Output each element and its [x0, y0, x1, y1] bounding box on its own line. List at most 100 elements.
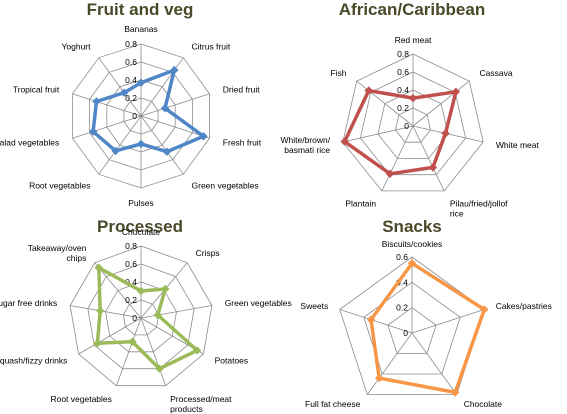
- data-point-cakes-pastries: [480, 305, 489, 314]
- axis-label-pulses: Pulses: [128, 198, 154, 208]
- data-point-sweets: [366, 315, 376, 324]
- tick-label: 0.4: [125, 75, 137, 85]
- tick-label: 0.2: [396, 303, 408, 313]
- axis-label-white-brown-basmati-rice: White/brown/basmati rice: [280, 135, 330, 155]
- chart-title: African/Caribbean: [339, 0, 485, 19]
- axis-label-line: Crisps: [196, 248, 220, 258]
- data-point-potatoes: [192, 346, 202, 355]
- axis-spoke: [140, 115, 184, 175]
- axis-label-citrus-fruit: Citrus fruit: [192, 41, 231, 51]
- tick-label: 0.8: [125, 241, 137, 251]
- axis-label-line: Chocolate: [464, 399, 503, 409]
- tick-label: 0.8: [125, 39, 137, 49]
- axis-label-line: Squash/fizzy drinks: [0, 356, 67, 366]
- axis-label-crisps: Crisps: [196, 248, 220, 258]
- data-point-dried-fruit: [160, 104, 170, 113]
- axis-spoke: [140, 93, 210, 117]
- tick-label: 0.8: [397, 49, 409, 59]
- grid-ring: [387, 307, 437, 354]
- grid-ring: [342, 53, 484, 192]
- axis-spoke: [381, 125, 414, 192]
- axis-label-root-vegetables: Root vegetables: [29, 181, 90, 191]
- data-point-white-meat: [441, 129, 450, 138]
- grid-ring: [395, 107, 431, 143]
- axis-label-yoghurt: Yoghurt: [62, 41, 92, 51]
- axis-label-line: Chocolate: [122, 227, 161, 237]
- axis-label-line: Yoghurt: [62, 41, 92, 51]
- axis-spoke: [411, 332, 458, 395]
- data-point-chocolate: [451, 388, 460, 397]
- axis-label-line: Cassava: [480, 68, 513, 78]
- axis-label-fish: Fish: [330, 68, 346, 78]
- tick-label: 0.6: [125, 259, 137, 269]
- axis-label-line: Dried fruit: [223, 84, 260, 94]
- tick-label: 0.6: [396, 252, 408, 262]
- data-series-line: [369, 261, 487, 395]
- tick-label: 0.4: [125, 277, 137, 287]
- data-point-white-brown-basmati-rice: [340, 137, 349, 146]
- data-point-biscuits-cookies: [407, 259, 417, 268]
- data-point-fish: [364, 86, 373, 95]
- axis-spoke: [98, 115, 142, 175]
- data-point-processed-meat-products: [155, 364, 164, 373]
- axis-spoke: [412, 80, 470, 127]
- axis-label-line: basmati rice: [284, 145, 330, 155]
- grid-ring: [377, 89, 449, 159]
- axis-label-line: White/brown/: [280, 135, 330, 145]
- data-point-red-meat: [408, 93, 418, 103]
- axis-label-squash-fizzy-drinks: Squash/fizzy drinks: [0, 356, 67, 366]
- axis-label-line: Red meat: [395, 35, 432, 45]
- axis-label-line: Sugar free drinks: [0, 298, 57, 308]
- axis-spoke: [72, 115, 142, 139]
- axis-label-takeaway-oven-chips: Takeaway/oven chips: [28, 243, 87, 263]
- grid-ring: [87, 263, 195, 370]
- data-point-pulses: [136, 139, 146, 149]
- data-point-full-fat-cheese: [375, 373, 384, 383]
- tick-label: 0.2: [125, 93, 137, 103]
- axis-label-line: products: [170, 404, 203, 414]
- chart-title: Processed: [97, 217, 183, 236]
- axis-label-line: Root vegetables: [29, 181, 90, 191]
- axis-label-line: Tropical fruit: [13, 84, 60, 94]
- axis-label-full-fat-cheese: Full fat cheese: [305, 399, 361, 409]
- data-point-tropical-fruit: [92, 97, 101, 106]
- axis-label-sugar-free-drinks: Sugar free drinks: [0, 298, 57, 308]
- chart-title: Fruit and veg: [87, 0, 194, 19]
- axis-label-chocolate: Chocolate: [122, 227, 161, 237]
- data-point-salad-vegetables: [88, 127, 98, 136]
- axis-spoke: [342, 125, 414, 143]
- axis-spoke: [412, 125, 445, 192]
- grid-ring: [363, 281, 461, 375]
- data-series-line: [95, 265, 199, 371]
- data-point-yoghurt: [119, 88, 129, 97]
- tick-label: 0.6: [125, 57, 137, 67]
- tick-label: 0.2: [397, 103, 409, 113]
- axis-label-line: Full fat cheese: [305, 399, 361, 409]
- data-point-squash-fizzy-drinks: [93, 339, 102, 348]
- axis-label-line: Fish: [330, 68, 346, 78]
- axis-label-biscuits-cookies: Biscuits/cookies: [382, 239, 442, 249]
- axis-label-line: Pilau/fried/jollof: [450, 199, 508, 209]
- grid-ring: [122, 299, 160, 336]
- radar-chart-african-caribbean: African/Caribbean 0 0.2 0.4 0.6 0.8 Red meat Ca…: [280, 0, 539, 219]
- data-point-bananas: [136, 78, 146, 87]
- axis-label-tropical-fruit: Tropical fruit: [13, 84, 60, 94]
- tick-label: 0: [132, 111, 137, 121]
- data-point-sugar-free-drinks: [96, 306, 105, 315]
- axis-label-white-meat: White meat: [496, 140, 540, 150]
- axis-spoke: [140, 305, 212, 319]
- axis-label-line: Citrus fruit: [192, 41, 231, 51]
- axis-spoke: [94, 262, 142, 319]
- axis-label-cakes-pastries: Cakes/pastries: [496, 301, 552, 311]
- chart-title: Snacks: [382, 217, 442, 236]
- grid-ring: [69, 245, 213, 387]
- axis-label-root-vegetables: Root vegetables: [50, 394, 111, 404]
- axis-spoke: [116, 317, 142, 386]
- axis-label-plantain: Plantain: [345, 199, 376, 209]
- axis-spoke: [78, 317, 142, 355]
- tick-label: 0.6: [397, 67, 409, 77]
- axis-label-line: Pulses: [128, 198, 154, 208]
- tick-label: 0.4: [396, 277, 408, 287]
- data-point-fresh-fruit: [199, 132, 208, 141]
